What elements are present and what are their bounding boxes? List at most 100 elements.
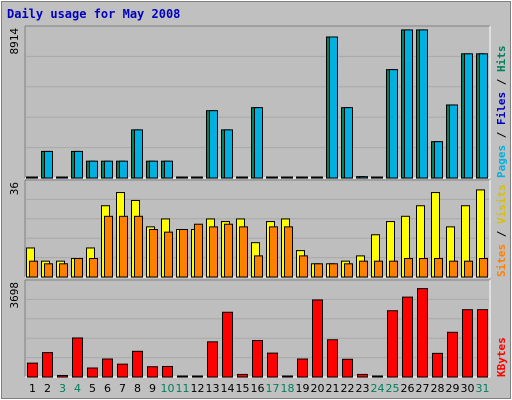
bar-files — [404, 29, 413, 179]
legend-entry: Sites — [495, 244, 508, 277]
bar-kbytes — [282, 375, 293, 378]
bar-kbytes — [417, 288, 428, 378]
x-tick-label: 17 — [266, 382, 280, 395]
panel-legend: Pages / Files / Hits — [495, 46, 508, 179]
x-tick-label: 2 — [44, 382, 51, 395]
bar-sites — [419, 258, 428, 278]
bar-files — [164, 160, 173, 179]
bar-sites — [89, 258, 98, 278]
bar-kbytes — [297, 358, 308, 378]
bar-files — [74, 150, 83, 179]
bar-kbytes — [117, 363, 128, 378]
bar-sites — [44, 263, 53, 278]
x-tick-label: 27 — [416, 382, 430, 395]
bar-files — [359, 176, 368, 179]
bar-kbytes — [192, 375, 203, 378]
bar-files — [209, 110, 218, 179]
x-tick-label: 14 — [221, 382, 235, 395]
x-tick-label: 13 — [206, 382, 220, 395]
y-max-label: 8914 — [8, 28, 21, 55]
x-tick-label: 19 — [296, 382, 310, 395]
bar-kbytes — [207, 341, 218, 378]
bar-kbytes — [72, 337, 83, 378]
bar-kbytes — [162, 365, 173, 378]
bar-sites — [194, 223, 203, 278]
legend-entry: KBytes — [495, 337, 508, 377]
x-tick-label: 1 — [29, 382, 36, 395]
bar-kbytes — [177, 375, 188, 378]
bar-sites — [209, 226, 218, 278]
bar-files — [299, 176, 308, 179]
bar-sites — [164, 231, 173, 278]
bar-files — [239, 176, 248, 179]
legend-entry: / — [495, 224, 508, 244]
x-tick-label: 9 — [149, 382, 156, 395]
bar-sites — [479, 258, 488, 278]
bar-kbytes — [432, 352, 443, 378]
y-max-label: 36 — [8, 182, 21, 195]
x-tick-label: 28 — [431, 382, 445, 395]
bar-files — [269, 176, 278, 179]
x-tick-label: 20 — [311, 382, 325, 395]
bar-files — [29, 176, 38, 179]
bar-files — [134, 129, 143, 179]
bar-sites — [284, 226, 293, 278]
bar-sites — [299, 255, 308, 278]
bar-kbytes — [357, 373, 368, 378]
x-tick-label: 11 — [176, 382, 190, 395]
bar-kbytes — [327, 339, 338, 378]
bar-kbytes — [57, 374, 68, 378]
bar-files — [434, 141, 443, 179]
bar-kbytes — [477, 309, 488, 378]
x-tick-label: 18 — [281, 382, 295, 395]
bar-files — [344, 107, 353, 179]
bar-sites — [329, 263, 338, 278]
x-tick-label: 8 — [134, 382, 141, 395]
bar-kbytes — [342, 358, 353, 378]
bar-files — [149, 160, 158, 179]
bar-files — [254, 107, 263, 179]
bar-sites — [254, 255, 263, 278]
legend-entry: Files — [495, 92, 508, 125]
x-tick-label: 3 — [59, 382, 66, 395]
panel-legend: KBytes — [495, 337, 508, 377]
bar-sites — [104, 215, 113, 278]
bar-kbytes — [222, 311, 233, 378]
x-tick-label: 23 — [356, 382, 370, 395]
bar-kbytes — [402, 296, 413, 378]
bar-sites — [314, 263, 323, 278]
bar-kbytes — [237, 373, 248, 378]
bar-sites — [59, 263, 68, 278]
bar-sites — [269, 226, 278, 278]
bar-files — [449, 104, 458, 179]
legend-entry: / — [495, 125, 508, 145]
bar-sites — [119, 215, 128, 278]
x-tick-label: 29 — [446, 382, 460, 395]
legend-entry: / — [495, 72, 508, 92]
bar-kbytes — [462, 309, 473, 378]
x-tick-label: 30 — [461, 382, 475, 395]
x-tick-label: 5 — [89, 382, 96, 395]
bar-files — [119, 160, 128, 179]
bar-files — [314, 176, 323, 179]
legend-entry: Visits — [495, 184, 508, 224]
bar-kbytes — [387, 310, 398, 378]
bar-sites — [359, 260, 368, 278]
x-tick-label: 26 — [401, 382, 415, 395]
bar-kbytes — [147, 366, 158, 378]
x-tick-label: 12 — [191, 382, 205, 395]
bar-kbytes — [132, 350, 143, 378]
bar-files — [104, 160, 113, 179]
legend-entry: Hits — [495, 46, 508, 73]
bar-files — [44, 150, 53, 179]
bar-kbytes — [267, 352, 278, 378]
x-tick-label: 25 — [386, 382, 400, 395]
bar-sites — [344, 263, 353, 278]
bar-files — [479, 53, 488, 179]
bar-kbytes — [87, 367, 98, 378]
panel-legend: Sites / Visits — [495, 184, 508, 277]
bar-sites — [389, 260, 398, 278]
y-max-label: 3698 — [8, 282, 21, 309]
